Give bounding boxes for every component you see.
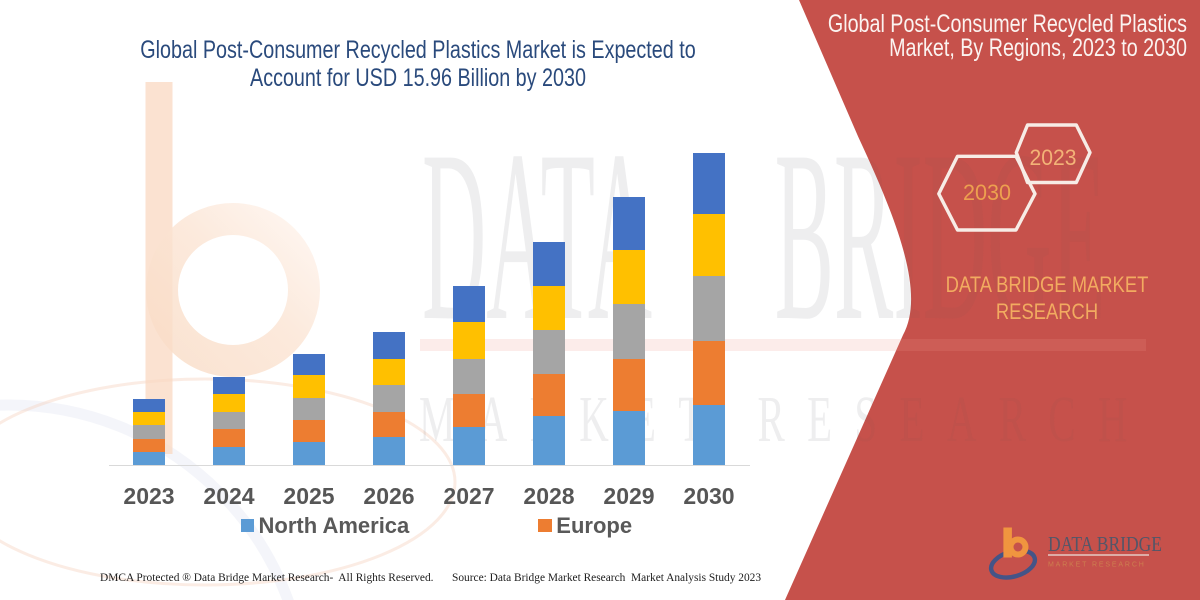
svg-text:DATA BRIDGE: DATA BRIDGE [1048, 532, 1162, 556]
svg-text:MARKET RESEARCH: MARKET RESEARCH [1048, 562, 1146, 569]
svg-text:2023: 2023 [1030, 145, 1077, 170]
svg-text:2030: 2030 [963, 180, 1011, 205]
